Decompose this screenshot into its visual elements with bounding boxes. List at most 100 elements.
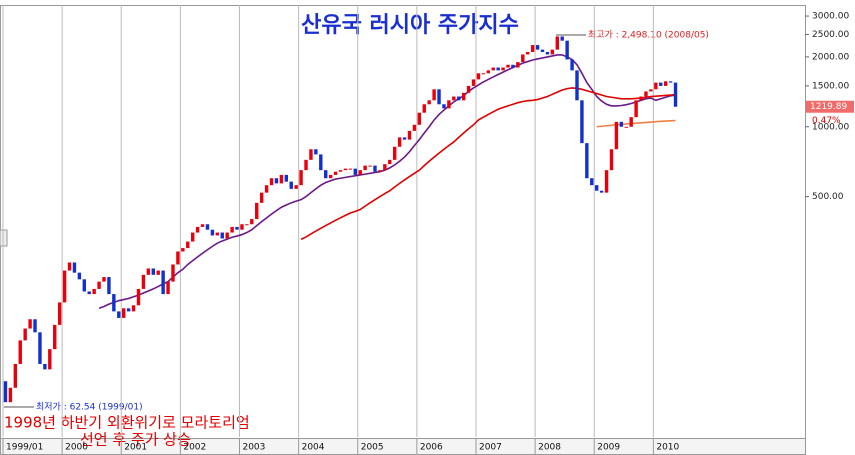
candle-body [673, 82, 678, 107]
x-tick-label: 2001 [124, 443, 147, 453]
price-change: 0.47% [812, 116, 841, 126]
candle-body [407, 130, 412, 140]
candle-body [43, 363, 47, 370]
x-tick-label: 2002 [183, 443, 206, 453]
candle-body [427, 100, 431, 105]
candle-body [466, 85, 471, 93]
candle-body [97, 281, 101, 289]
candle-body [274, 178, 279, 184]
candle-body [107, 277, 111, 295]
candle-body [131, 305, 136, 312]
candle-body [412, 124, 417, 131]
candle-body [156, 270, 160, 275]
y-tick-label: 1500.00 [812, 81, 849, 91]
x-tick-label: 2009 [597, 443, 620, 453]
candle-body [397, 137, 402, 147]
candle-body [215, 232, 220, 236]
candle-body [161, 270, 165, 295]
x-tick-label: 2004 [302, 443, 325, 453]
candle-body [634, 100, 638, 118]
candle-body [516, 62, 520, 68]
candle-body [373, 165, 377, 172]
candle-body [417, 112, 422, 125]
candle-body [146, 268, 151, 275]
candle-body [72, 262, 77, 273]
candle-body [269, 178, 274, 186]
candle-body [136, 288, 141, 306]
candle-body [314, 149, 318, 155]
candle-body [348, 168, 353, 170]
x-tick-label: 2010 [656, 443, 679, 453]
candle-body [663, 81, 668, 86]
candle-body [570, 59, 574, 71]
candle-body [368, 165, 372, 167]
candle-body [511, 64, 515, 68]
candle-body [353, 168, 357, 175]
y-tick-label: 2000.00 [812, 52, 849, 62]
candle-body [457, 96, 461, 101]
candle-body [299, 170, 303, 186]
candle-body [437, 89, 441, 105]
candle-body [585, 143, 589, 179]
candle-body [481, 73, 486, 75]
candle-body [338, 170, 343, 172]
candle-body [250, 219, 254, 225]
candle-body [289, 181, 293, 189]
x-tick-label: 2005 [361, 443, 384, 453]
candle-body [304, 159, 308, 171]
candle-body [319, 154, 323, 171]
x-tick-label: 2003 [242, 443, 265, 453]
candle-body [452, 96, 456, 101]
candle-body [540, 49, 545, 53]
candle-body [668, 81, 673, 83]
candle-body [186, 241, 190, 249]
y-tick-label: 500.00 [812, 192, 844, 202]
candle-body [92, 288, 96, 295]
candle-body [530, 45, 535, 53]
candle-body [575, 70, 579, 101]
candle-body [294, 185, 298, 189]
candle-body [392, 146, 397, 160]
moving-average-line [98, 54, 676, 310]
candle-body [609, 149, 614, 171]
candle-body [18, 340, 22, 364]
candle-body [240, 224, 244, 230]
x-tick-label: 1999/01 [6, 443, 43, 453]
candle-body [614, 121, 619, 150]
candle-body [264, 185, 269, 193]
candle-body [57, 302, 62, 325]
candle-body [590, 178, 594, 186]
candle-body [220, 232, 224, 239]
candle-body [599, 190, 604, 193]
candle-body [461, 92, 466, 101]
candle-body [432, 89, 436, 101]
candle-body [324, 170, 328, 179]
candle-body [333, 171, 338, 175]
candle-body [87, 291, 91, 295]
candle-body [624, 126, 628, 128]
candle-body [77, 272, 82, 280]
y-tick-label: 3000.00 [812, 12, 849, 22]
last-price-badge [806, 100, 854, 113]
candle-body [205, 224, 210, 230]
max-annotation: 최고가 : 2,498.10 (2008/05) [588, 30, 709, 41]
candle-body [195, 226, 200, 233]
candle-body [82, 279, 86, 292]
candle-body [629, 117, 633, 127]
candle-body [279, 174, 284, 184]
candle-body [210, 229, 215, 236]
candle-body [343, 168, 348, 171]
candle-body [363, 165, 367, 171]
candle-body [245, 224, 249, 226]
candle-body [38, 332, 42, 364]
plot-frame [0, 5, 806, 439]
candle-body [619, 121, 624, 127]
candle-body [166, 281, 170, 295]
candle-body [33, 319, 37, 333]
candle-body [235, 226, 239, 230]
candle-body [259, 192, 264, 203]
candle-body [255, 202, 259, 220]
candle-body [442, 104, 446, 109]
candle-body [23, 328, 27, 341]
